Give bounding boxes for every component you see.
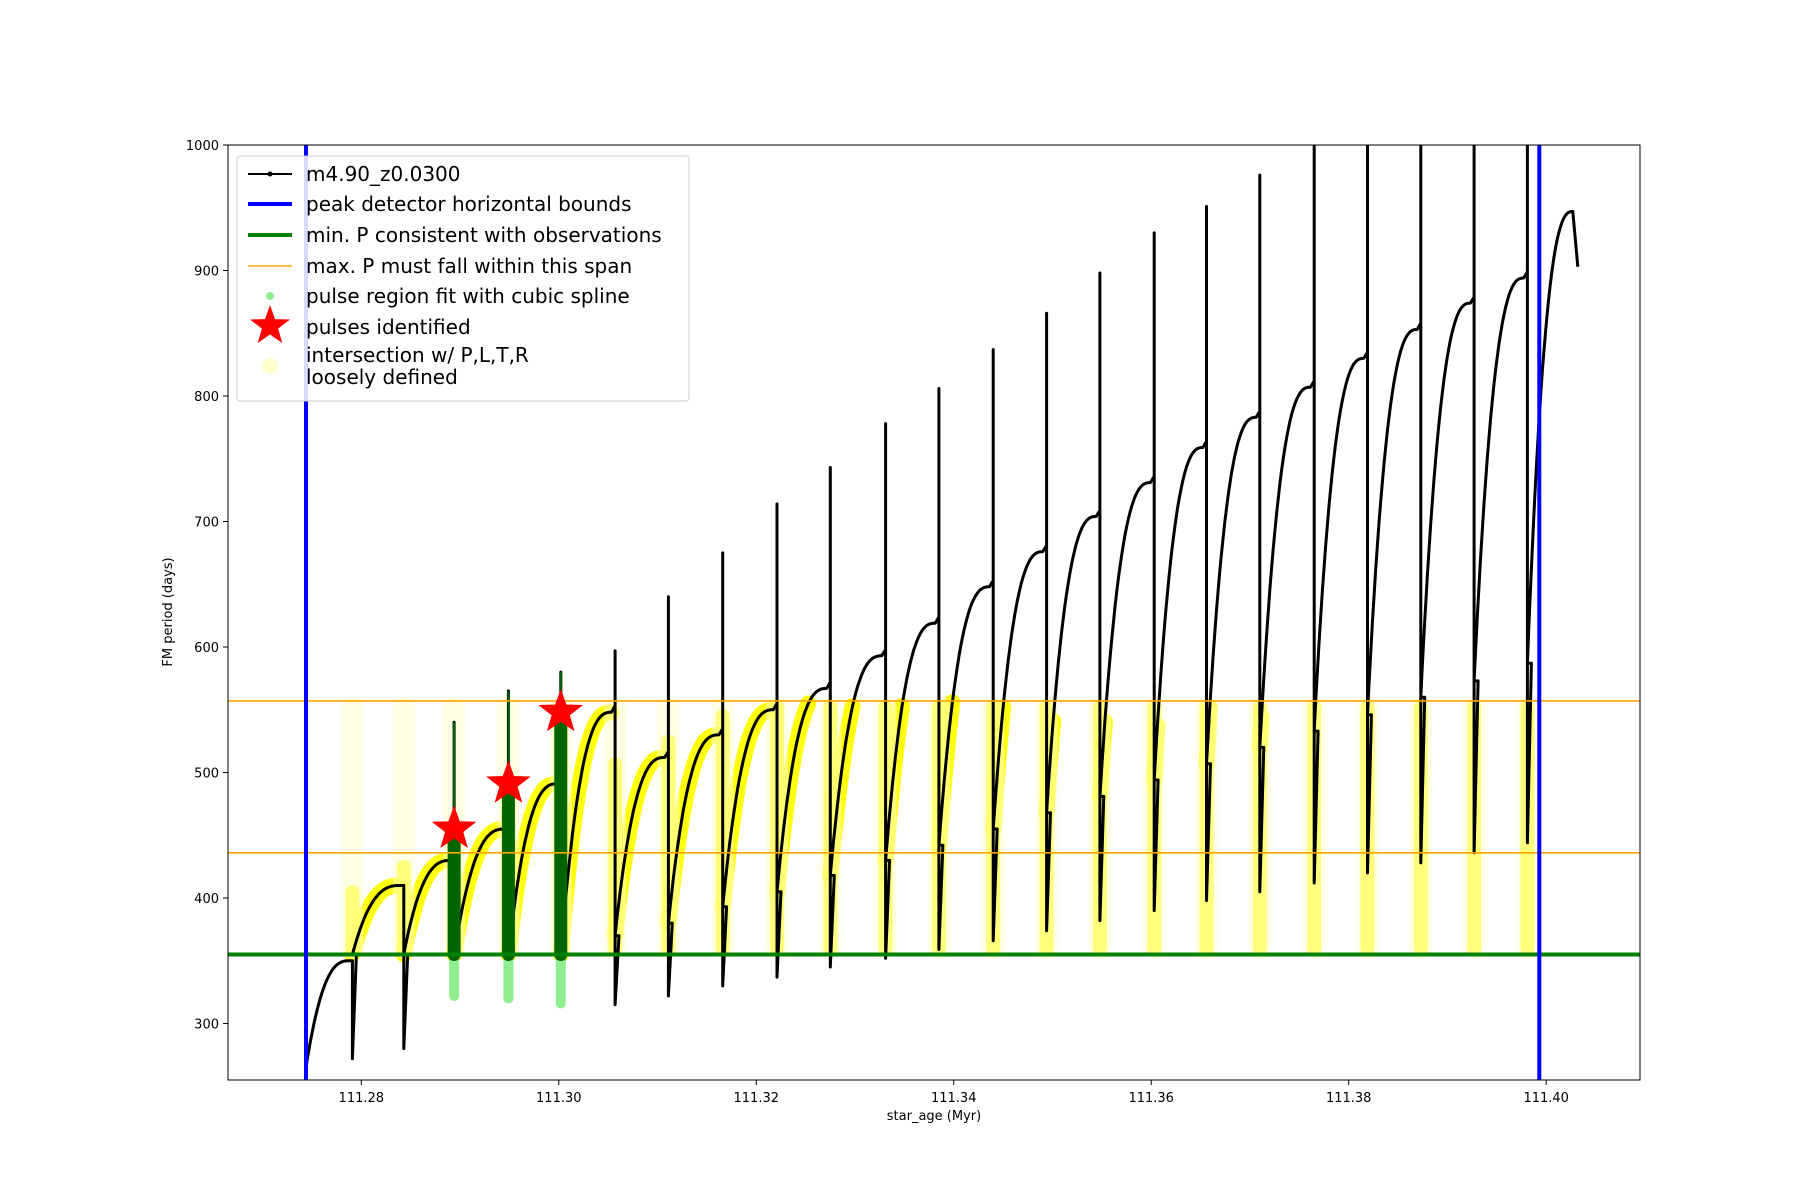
y-tick-label: 600 <box>194 641 219 656</box>
loose-halo <box>341 696 364 959</box>
legend-swatch-dot <box>266 292 274 300</box>
legend-label: loosely defined <box>306 365 458 389</box>
y-tick-label: 800 <box>194 390 219 405</box>
x-tick-label: 111.28 <box>339 1091 385 1106</box>
y-tick-label: 900 <box>194 265 219 280</box>
legend-label: pulses identified <box>306 315 471 339</box>
x-tick-label: 111.34 <box>931 1091 977 1106</box>
y-tick-label: 500 <box>194 767 219 782</box>
x-tick-label: 111.36 <box>1128 1091 1174 1106</box>
pulse-star <box>538 688 584 732</box>
y-tick-label: 1000 <box>186 139 219 154</box>
loose-halo <box>392 696 415 959</box>
pulse-star <box>431 805 477 849</box>
legend-label: pulse region fit with cubic spline <box>306 284 630 308</box>
y-axis: 300 400 500 600 700 800 900 1000 <box>186 139 228 1033</box>
legend-label: min. P consistent with observations <box>306 223 662 247</box>
legend-box <box>236 155 690 402</box>
legend-label: intersection w/ P,L,T,R <box>306 343 529 367</box>
y-axis-label: FM period (days) <box>161 557 176 666</box>
legend-label: max. P must fall within this span <box>306 254 632 278</box>
x-axis: 111.28 111.30 111.32 111.34 111.36 111.38 111.… <box>339 1080 1569 1106</box>
legend-label: m4.90_z0.0300 <box>306 162 461 186</box>
y-tick-label: 300 <box>194 1018 219 1033</box>
x-tick-label: 111.32 <box>734 1091 780 1106</box>
x-tick-label: 111.38 <box>1326 1091 1372 1106</box>
legend-swatch-circle <box>262 358 278 374</box>
axes-frame <box>227 144 1641 1081</box>
y-tick-label: 400 <box>194 892 219 907</box>
legend-swatch-star <box>250 305 290 343</box>
x-axis-label: star_age (Myr) <box>887 1109 981 1124</box>
legend-label: peak detector horizontal bounds <box>306 192 632 216</box>
y-tick-label: 700 <box>194 516 219 531</box>
legend-swatch-track-dot <box>267 171 273 177</box>
pulses-identified-series <box>431 688 584 849</box>
x-tick-label: 111.40 <box>1523 1091 1569 1106</box>
plot-area <box>228 145 1640 1080</box>
x-tick-label: 111.30 <box>536 1091 582 1106</box>
pulse-star <box>486 760 531 803</box>
